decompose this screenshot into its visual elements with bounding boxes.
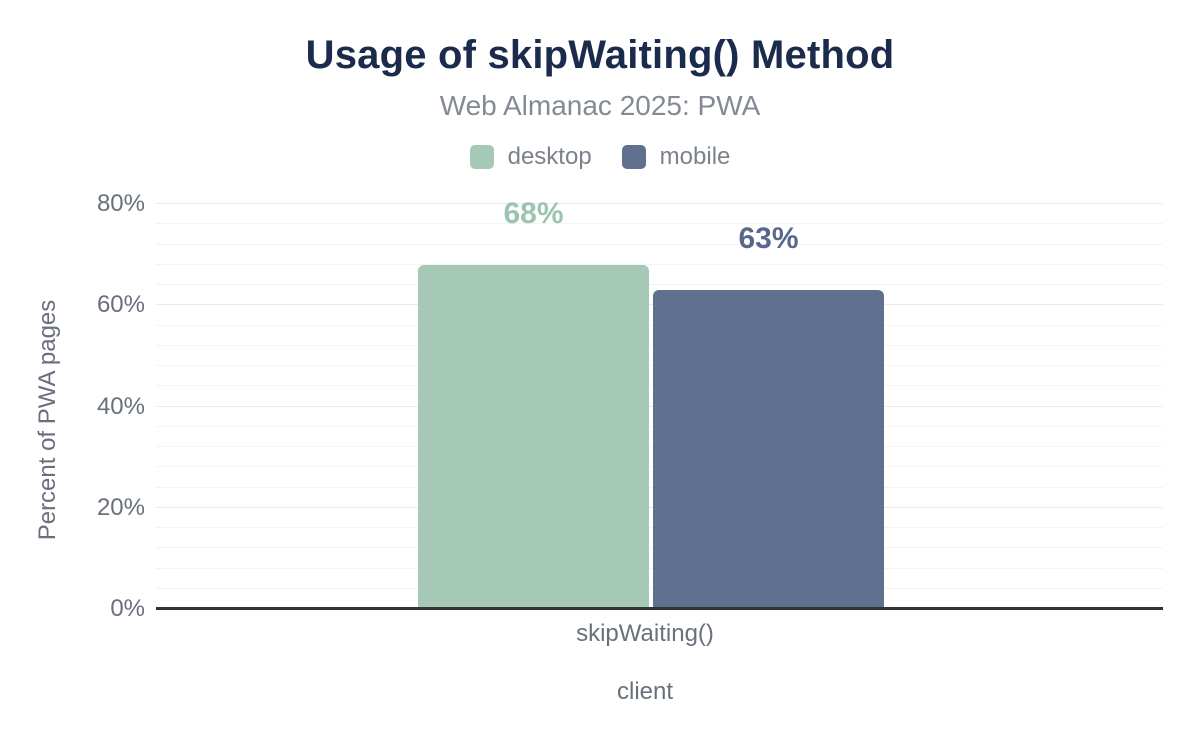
x-tick-label: skipWaiting()	[576, 620, 714, 647]
y-tick-label: 40%	[96, 392, 145, 420]
gridline-minor	[156, 263, 1163, 265]
bar-mobile	[653, 290, 884, 609]
x-axis-title: client	[616, 678, 674, 705]
bar-data-label-mobile: 63%	[738, 222, 799, 256]
chart-subtitle: Web Almanac 2025: PWA	[439, 90, 761, 121]
y-tick-label: 80%	[96, 190, 145, 217]
gridline-major	[156, 203, 1163, 204]
legend-item-mobile: mobile	[621, 143, 731, 171]
chart-title: Usage of skipWaiting() Method	[305, 33, 895, 77]
y-tick-label: 0%	[110, 595, 145, 622]
gridline-minor	[156, 284, 1163, 285]
x-axis-baseline	[156, 607, 1163, 610]
legend: desktop mobile	[0, 143, 1200, 171]
legend-swatch-desktop	[469, 145, 494, 169]
gridline-minor	[156, 223, 1163, 225]
legend-swatch-mobile	[621, 145, 646, 169]
y-tick-label: 20%	[96, 493, 145, 521]
legend-label: desktop	[507, 143, 592, 170]
bar-desktop	[418, 264, 649, 609]
y-tick-label: 60%	[96, 291, 145, 319]
bar-data-label-desktop: 68%	[503, 196, 564, 230]
gridline-minor	[156, 243, 1163, 245]
legend-item-desktop: desktop	[469, 143, 592, 171]
legend-label: mobile	[659, 143, 731, 170]
plot-area: 68% 63%	[156, 198, 1163, 610]
